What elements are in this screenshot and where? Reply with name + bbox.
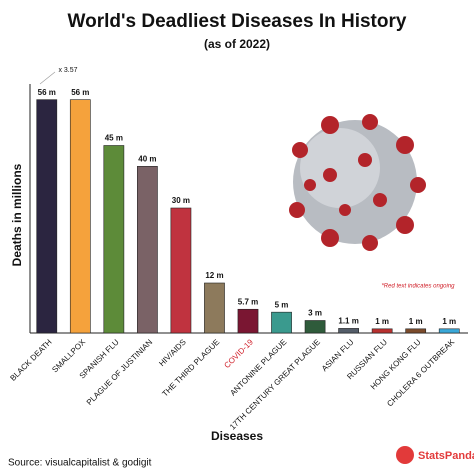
bar — [69, 99, 91, 334]
value-label: 56 m — [71, 88, 89, 97]
value-label: 3 m — [308, 309, 322, 318]
bar — [405, 328, 427, 334]
value-label: 56 m — [38, 88, 56, 97]
x-tick-label: CHOLERA 6 OUTBREAK — [385, 337, 456, 408]
value-label: 1.1 m — [338, 317, 358, 326]
bar — [371, 328, 393, 334]
y-axis-label: Deaths in millions — [10, 163, 24, 266]
x-tick-label: PLAGUE OF JUSTINIAN — [85, 337, 155, 407]
bar — [304, 320, 326, 334]
x-tick-label: BLACK DEATH — [8, 337, 53, 382]
value-label: 45 m — [105, 134, 123, 143]
value-label: 1 m — [409, 317, 423, 326]
bar — [338, 328, 359, 334]
chart-title: World's Deadliest Diseases In History — [68, 11, 407, 32]
bar — [170, 207, 192, 334]
x-axis-label: Diseases — [211, 429, 263, 443]
bar — [137, 166, 158, 334]
x-tick-label: HIV/AIDS — [157, 338, 188, 369]
bar — [204, 282, 225, 334]
annotation: x 3.57 — [58, 67, 77, 74]
brand: StatsPanda — [418, 450, 474, 462]
bar — [103, 145, 125, 334]
bar — [237, 308, 259, 334]
x-tick-label: ANTONINE PLAGUE — [228, 338, 288, 398]
bar — [36, 99, 58, 334]
x-tick-label: THE THIRD PLAGUE — [160, 338, 221, 399]
brand-logo — [396, 446, 414, 464]
source: Source: visualcapitalist & godigit — [8, 458, 152, 469]
value-label: 12 m — [205, 271, 223, 280]
value-label: 30 m — [172, 196, 190, 205]
virus-illustration — [289, 114, 426, 251]
value-label: 5 m — [275, 300, 289, 309]
annotation: *Red text indicates ongoing — [381, 284, 455, 290]
chart-subtitle: (as of 2022) — [204, 37, 270, 51]
value-label: 40 m — [138, 154, 156, 163]
bar — [271, 311, 292, 334]
x-tick-label: ASIAN FLU — [320, 337, 356, 373]
annotation-line — [39, 71, 56, 85]
value-label: 1 m — [442, 317, 456, 326]
value-label: 1 m — [375, 317, 389, 326]
bar — [438, 328, 460, 334]
value-label: 5.7 m — [238, 297, 258, 306]
x-tick-label: COVID-19 — [222, 337, 255, 370]
